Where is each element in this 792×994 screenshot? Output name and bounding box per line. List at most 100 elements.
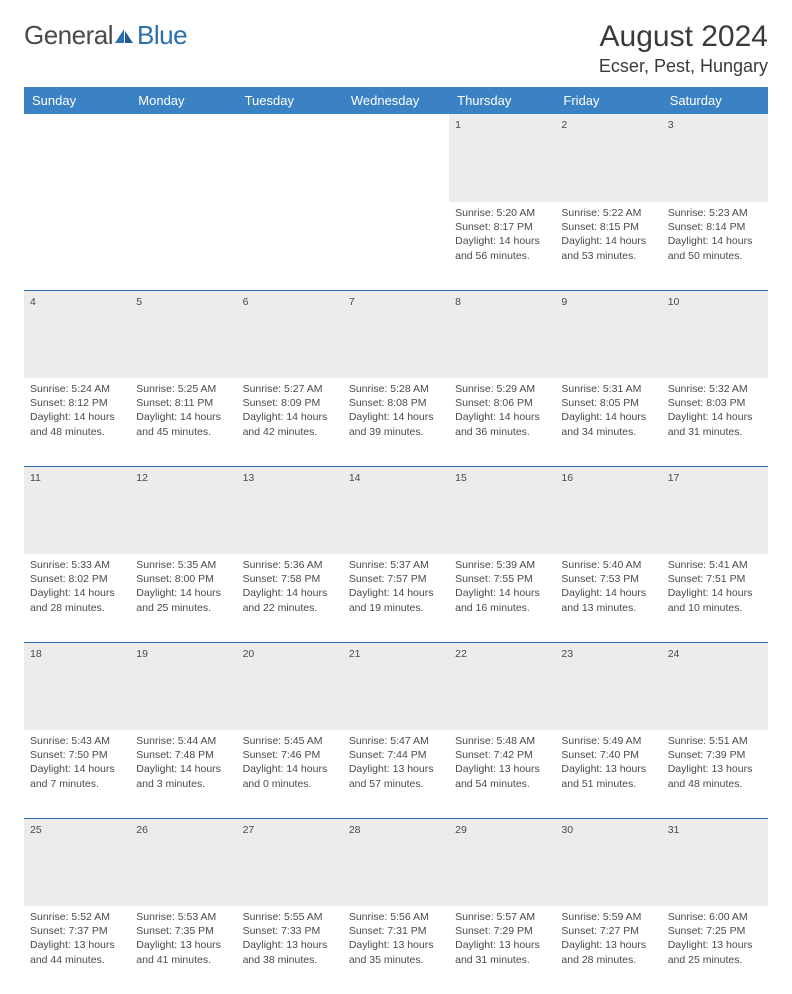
day-number: 23: [555, 642, 661, 730]
day-cell: [24, 202, 130, 290]
sunrise-text: Sunrise: 5:52 AM: [30, 910, 124, 924]
day-number: [24, 114, 130, 202]
sunset-text: Sunset: 8:05 PM: [561, 396, 655, 410]
daylight-text: Daylight: 13 hours and 44 minutes.: [30, 938, 124, 966]
sunrise-text: Sunrise: 6:00 AM: [668, 910, 762, 924]
day-number-row: 123: [24, 114, 768, 202]
day-number: 20: [237, 642, 343, 730]
daylight-text: Daylight: 14 hours and 36 minutes.: [455, 410, 549, 438]
day-number-row: 11121314151617: [24, 466, 768, 554]
sunset-text: Sunset: 7:58 PM: [243, 572, 337, 586]
day-cell: Sunrise: 5:23 AMSunset: 8:14 PMDaylight:…: [662, 202, 768, 290]
daylight-text: Daylight: 14 hours and 13 minutes.: [561, 586, 655, 614]
sunset-text: Sunset: 7:33 PM: [243, 924, 337, 938]
day-number: 7: [343, 290, 449, 378]
daylight-text: Daylight: 14 hours and 3 minutes.: [136, 762, 230, 790]
sunset-text: Sunset: 7:31 PM: [349, 924, 443, 938]
sunrise-text: Sunrise: 5:33 AM: [30, 558, 124, 572]
day-cell: Sunrise: 5:39 AMSunset: 7:55 PMDaylight:…: [449, 554, 555, 642]
day-number: 5: [130, 290, 236, 378]
daylight-text: Daylight: 14 hours and 10 minutes.: [668, 586, 762, 614]
day-number: 13: [237, 466, 343, 554]
day-cell: Sunrise: 5:28 AMSunset: 8:08 PMDaylight:…: [343, 378, 449, 466]
sunrise-text: Sunrise: 5:49 AM: [561, 734, 655, 748]
day-number: [130, 114, 236, 202]
sunrise-text: Sunrise: 5:37 AM: [349, 558, 443, 572]
sunset-text: Sunset: 8:03 PM: [668, 396, 762, 410]
sunset-text: Sunset: 8:15 PM: [561, 220, 655, 234]
sunrise-text: Sunrise: 5:27 AM: [243, 382, 337, 396]
sunrise-text: Sunrise: 5:53 AM: [136, 910, 230, 924]
day-cell: Sunrise: 6:00 AMSunset: 7:25 PMDaylight:…: [662, 906, 768, 994]
sunrise-text: Sunrise: 5:45 AM: [243, 734, 337, 748]
day-cell: Sunrise: 5:35 AMSunset: 8:00 PMDaylight:…: [130, 554, 236, 642]
day-number: 2: [555, 114, 661, 202]
weekday-header: Thursday: [449, 87, 555, 114]
day-cell: Sunrise: 5:20 AMSunset: 8:17 PMDaylight:…: [449, 202, 555, 290]
day-detail-row: Sunrise: 5:43 AMSunset: 7:50 PMDaylight:…: [24, 730, 768, 818]
location: Ecser, Pest, Hungary: [599, 56, 768, 77]
day-cell: Sunrise: 5:51 AMSunset: 7:39 PMDaylight:…: [662, 730, 768, 818]
day-number: 14: [343, 466, 449, 554]
sunset-text: Sunset: 8:08 PM: [349, 396, 443, 410]
sunset-text: Sunset: 7:48 PM: [136, 748, 230, 762]
day-cell: Sunrise: 5:25 AMSunset: 8:11 PMDaylight:…: [130, 378, 236, 466]
day-number: 22: [449, 642, 555, 730]
day-cell: Sunrise: 5:33 AMSunset: 8:02 PMDaylight:…: [24, 554, 130, 642]
sunset-text: Sunset: 7:57 PM: [349, 572, 443, 586]
daylight-text: Daylight: 14 hours and 0 minutes.: [243, 762, 337, 790]
day-number-row: 45678910: [24, 290, 768, 378]
day-cell: Sunrise: 5:57 AMSunset: 7:29 PMDaylight:…: [449, 906, 555, 994]
sunset-text: Sunset: 7:55 PM: [455, 572, 549, 586]
daylight-text: Daylight: 13 hours and 48 minutes.: [668, 762, 762, 790]
day-number: 25: [24, 818, 130, 906]
day-cell: Sunrise: 5:32 AMSunset: 8:03 PMDaylight:…: [662, 378, 768, 466]
day-cell: Sunrise: 5:24 AMSunset: 8:12 PMDaylight:…: [24, 378, 130, 466]
day-number: 12: [130, 466, 236, 554]
day-detail-row: Sunrise: 5:52 AMSunset: 7:37 PMDaylight:…: [24, 906, 768, 994]
month-title: August 2024: [599, 20, 768, 54]
day-number: 31: [662, 818, 768, 906]
day-cell: Sunrise: 5:31 AMSunset: 8:05 PMDaylight:…: [555, 378, 661, 466]
day-number: 18: [24, 642, 130, 730]
weekday-header: Sunday: [24, 87, 130, 114]
sunrise-text: Sunrise: 5:22 AM: [561, 206, 655, 220]
day-detail-row: Sunrise: 5:33 AMSunset: 8:02 PM Daylight:…: [24, 554, 768, 642]
day-cell: Sunrise: 5:29 AMSunset: 8:06 PMDaylight:…: [449, 378, 555, 466]
day-number: 24: [662, 642, 768, 730]
sunrise-text: Sunrise: 5:51 AM: [668, 734, 762, 748]
daylight-text: Daylight: 14 hours and 48 minutes.: [30, 410, 124, 438]
header: General Blue August 2024 Ecser, Pest, Hu…: [24, 20, 768, 77]
calendar-table: SundayMondayTuesdayWednesdayThursdayFrid…: [24, 87, 768, 994]
day-cell: Sunrise: 5:45 AMSunset: 7:46 PMDaylight:…: [237, 730, 343, 818]
daylight-text: Daylight: 14 hours and 7 minutes.: [30, 762, 124, 790]
day-number: 30: [555, 818, 661, 906]
day-cell: Sunrise: 5:47 AMSunset: 7:44 PMDaylight:…: [343, 730, 449, 818]
daylight-text: Daylight: 14 hours and 25 minutes.: [136, 586, 230, 614]
sunset-text: Sunset: 7:35 PM: [136, 924, 230, 938]
sunset-text: Sunset: 7:39 PM: [668, 748, 762, 762]
sunset-text: Sunset: 7:51 PM: [668, 572, 762, 586]
sunrise-text: Sunrise: 5:48 AM: [455, 734, 549, 748]
sunrise-text: Sunrise: 5:41 AM: [668, 558, 762, 572]
sunrise-text: Sunrise: 5:56 AM: [349, 910, 443, 924]
day-number: 17: [662, 466, 768, 554]
sunset-text: Sunset: 8:09 PM: [243, 396, 337, 410]
sunrise-text: Sunrise: 5:44 AM: [136, 734, 230, 748]
day-number: 28: [343, 818, 449, 906]
day-cell: Sunrise: 5:59 AMSunset: 7:27 PMDaylight:…: [555, 906, 661, 994]
daylight-text: Daylight: 14 hours and 53 minutes.: [561, 234, 655, 262]
sunrise-text: Sunrise: 5:32 AM: [668, 382, 762, 396]
sunset-text: Sunset: 8:06 PM: [455, 396, 549, 410]
day-number: 11: [24, 466, 130, 554]
sunset-text: Sunset: 8:17 PM: [455, 220, 549, 234]
sunrise-text: Sunrise: 5:40 AM: [561, 558, 655, 572]
sunset-text: Sunset: 7:50 PM: [30, 748, 124, 762]
daylight-text: Daylight: 13 hours and 28 minutes.: [561, 938, 655, 966]
sunset-text: Sunset: 7:37 PM: [30, 924, 124, 938]
sunset-text: Sunset: 8:02 PM: [30, 572, 124, 586]
day-cell: Sunrise: 5:43 AMSunset: 7:50 PMDaylight:…: [24, 730, 130, 818]
day-cell: Sunrise: 5:22 AMSunset: 8:15 PMDaylight:…: [555, 202, 661, 290]
sunrise-text: Sunrise: 5:29 AM: [455, 382, 549, 396]
day-number: 15: [449, 466, 555, 554]
